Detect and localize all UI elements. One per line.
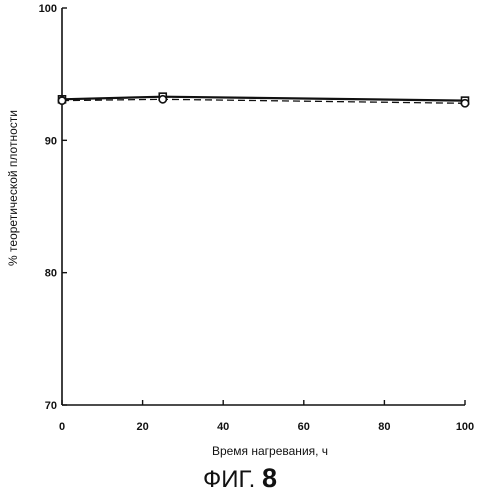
y-tick-label: 90	[45, 135, 57, 147]
axes: 70 80 90 100 0 20 40 60 80 100	[39, 3, 475, 433]
x-tick-label: 100	[456, 421, 474, 433]
y-tick-label: 80	[45, 268, 57, 280]
series-2-point	[159, 96, 166, 103]
x-tick-label: 20	[136, 421, 148, 433]
x-tick-label: 60	[298, 421, 310, 433]
figure-caption-prefix: ФИГ.	[203, 466, 255, 493]
figure-caption: ФИГ. 8	[0, 463, 480, 494]
figure-caption-number: 8	[262, 463, 277, 493]
series-layer	[58, 93, 468, 107]
series-2-point	[461, 100, 468, 107]
y-tick-label: 70	[45, 400, 57, 412]
x-tick-label: 40	[217, 421, 229, 433]
chart: 70 80 90 100 0 20 40 60 80 100 Время нагревания, …	[0, 0, 480, 460]
x-tick-label: 80	[378, 421, 390, 433]
y-axis-label: % теоретической плотности	[6, 110, 20, 266]
x-tick-label: 0	[59, 421, 65, 433]
series-2-point	[58, 97, 65, 104]
x-axis-label: Время нагревания, ч	[212, 444, 328, 458]
y-tick-label: 100	[39, 3, 57, 15]
